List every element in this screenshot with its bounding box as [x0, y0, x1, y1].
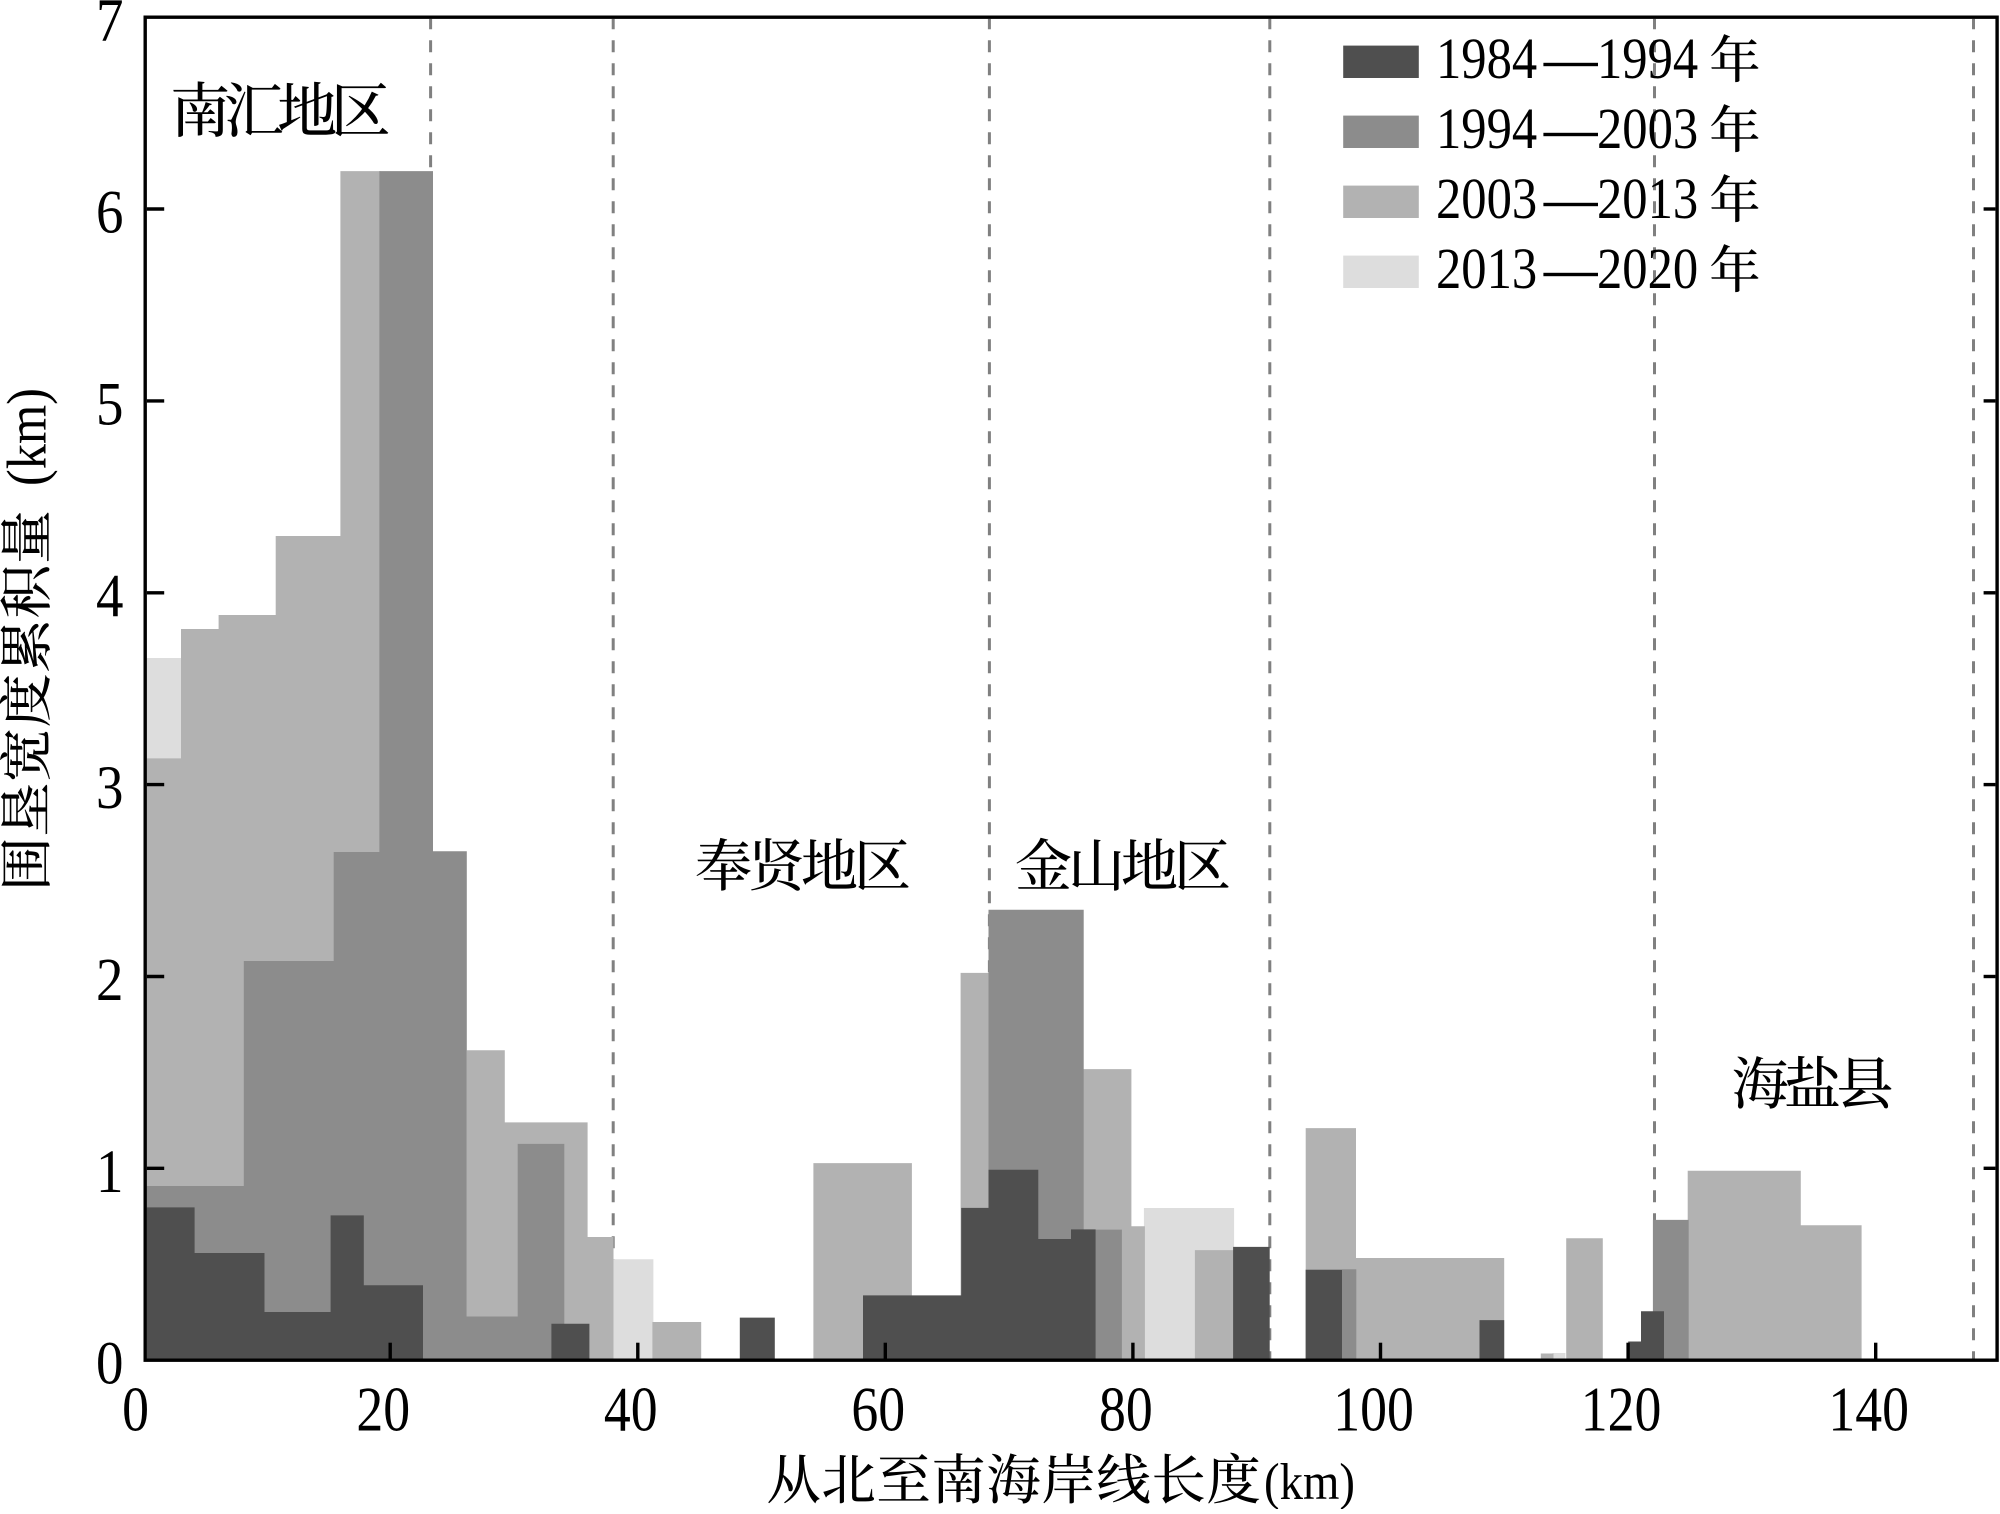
svg-text:2003: 2003 [1436, 166, 1537, 231]
svg-text:20: 20 [356, 1373, 410, 1444]
svg-text:4: 4 [96, 562, 123, 630]
svg-text:2013: 2013 [1597, 166, 1698, 231]
svg-text:100: 100 [1333, 1373, 1414, 1444]
svg-text:1: 1 [96, 1137, 123, 1205]
svg-text:6: 6 [96, 178, 123, 246]
svg-text:2020: 2020 [1597, 236, 1698, 301]
svg-text:3: 3 [96, 753, 123, 821]
svg-text:1984: 1984 [1436, 26, 1537, 91]
svg-text:40: 40 [604, 1373, 658, 1444]
svg-text:80: 80 [1099, 1373, 1153, 1444]
svg-text:5: 5 [96, 370, 123, 438]
svg-text:2: 2 [96, 945, 123, 1013]
svg-text:0: 0 [96, 1329, 123, 1397]
svg-text:60: 60 [851, 1373, 905, 1444]
svg-text:120: 120 [1581, 1373, 1662, 1444]
svg-text:0: 0 [122, 1373, 149, 1444]
svg-text:7: 7 [96, 0, 123, 54]
svg-text:1994: 1994 [1436, 96, 1537, 161]
svg-text:1994: 1994 [1597, 26, 1698, 91]
svg-text:(km): (km) [1264, 1453, 1355, 1509]
svg-text:2003: 2003 [1597, 96, 1698, 161]
svg-text:(km): (km) [0, 388, 58, 486]
svg-text:140: 140 [1828, 1373, 1909, 1444]
svg-text:2013: 2013 [1436, 236, 1537, 301]
